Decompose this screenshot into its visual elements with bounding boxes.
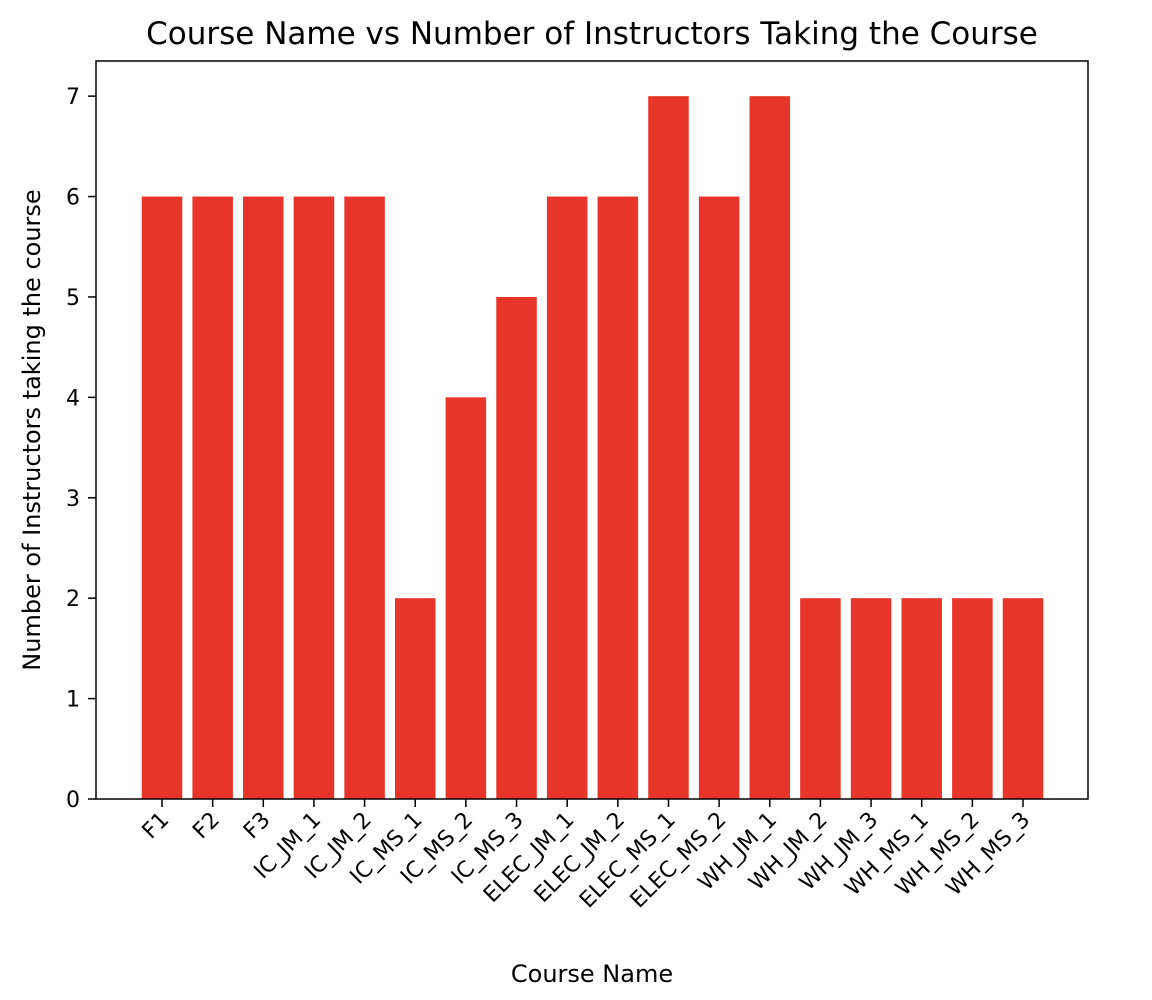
bar-WH_JM_1 — [749, 96, 791, 799]
plot-frame — [95, 60, 1089, 800]
x-ticks-group: F1 F2 F3IC_JM_1IC_JM_2IC_MS_1IC_MS_2IC_MS_… — [138, 799, 1035, 913]
y-tick-label: 4 — [66, 386, 80, 411]
bar-IC_MS_1 — [394, 598, 436, 799]
y-tick-label: 3 — [66, 487, 80, 512]
bar-ELEC_MS_1 — [648, 96, 689, 799]
y-axis-label: Number of Instructors taking the course — [18, 189, 46, 670]
x-axis-label: Course Name — [511, 960, 673, 988]
bar-ELEC_MS_2 — [698, 196, 740, 799]
y-ticks-group: 0 1 2 3 4 5 6 7 — [66, 85, 96, 813]
bar-F2 — [192, 196, 233, 799]
chart-title: Course Name vs Number of Instructors Tak… — [146, 16, 1038, 52]
bar-IC_MS_2 — [445, 397, 487, 799]
bar-F3 — [243, 196, 284, 799]
y-tick-label: 0 — [66, 788, 80, 813]
x-tick-label: F3 — [239, 808, 276, 845]
bars-group — [141, 96, 1044, 799]
y-tick-label: 2 — [66, 587, 80, 612]
x-tick-label: F2 — [188, 808, 225, 845]
bar-IC_MS_3 — [496, 296, 537, 799]
bar-WH_MS_2 — [952, 598, 993, 799]
x-tick-label: F1 — [138, 808, 175, 845]
bar-WH_JM_3 — [850, 598, 892, 799]
bar-WH_MS_3 — [1002, 598, 1044, 799]
y-tick-label: 6 — [66, 186, 80, 211]
bar-IC_JM_2 — [344, 196, 385, 799]
bar-ELEC_JM_1 — [546, 196, 588, 799]
bar-WH_MS_1 — [901, 598, 942, 799]
y-tick-label: 7 — [66, 85, 80, 110]
y-tick-label: 5 — [66, 286, 80, 311]
bar-ELEC_JM_2 — [597, 196, 639, 799]
bar-F1 — [141, 196, 183, 799]
bar-IC_JM_1 — [293, 196, 335, 799]
y-tick-label: 1 — [66, 688, 80, 713]
bar-WH_JM_2 — [800, 598, 841, 799]
